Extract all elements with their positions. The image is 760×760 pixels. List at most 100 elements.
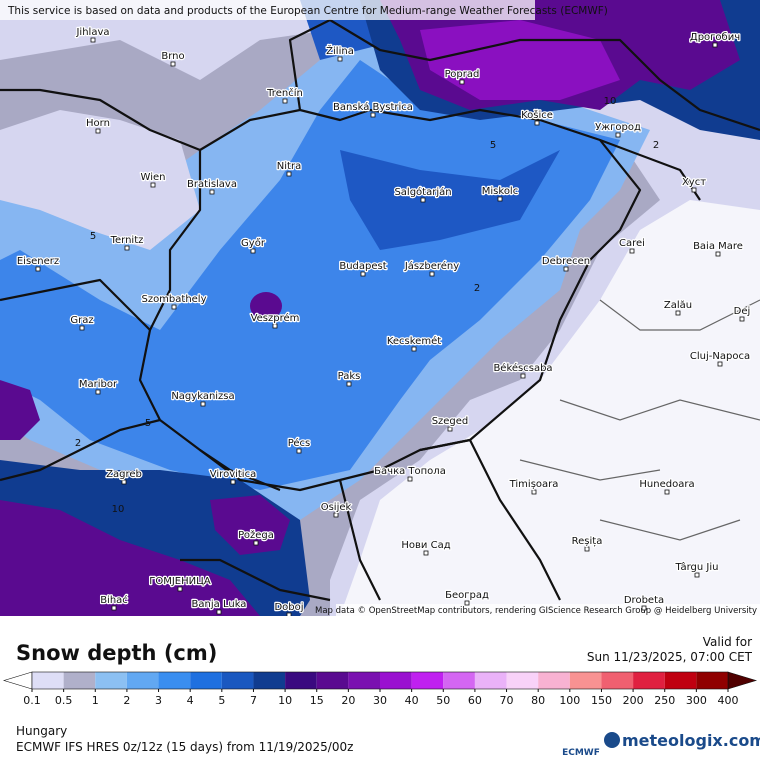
- colorbar-tick-label: 50: [436, 694, 450, 707]
- city-label: Trenčín: [266, 87, 303, 99]
- credit-bg: [0, 0, 535, 20]
- colorbar-segment: [126, 672, 159, 689]
- contour-label: 2: [474, 283, 480, 294]
- colorbar-tick-label: 200: [623, 694, 644, 707]
- colorbar-segment: [253, 672, 286, 689]
- city-marker: [464, 600, 470, 606]
- city-marker: [171, 304, 177, 310]
- city-label: Budapest: [339, 261, 386, 272]
- colorbar-tick-label: 5: [218, 694, 225, 707]
- city-marker: [272, 323, 278, 329]
- city-marker: [286, 612, 292, 616]
- colorbar-tick-label: 4: [187, 694, 194, 707]
- city-marker: [35, 266, 41, 272]
- ecmwf-logo: ECMWF: [562, 748, 600, 758]
- city-marker: [200, 401, 206, 407]
- region-name: Hungary: [16, 724, 67, 738]
- city-marker: [715, 251, 721, 257]
- city-label: Drobeta: [624, 595, 664, 606]
- colorbar-segment: [696, 672, 728, 689]
- city-marker: [717, 361, 723, 367]
- city-marker: [177, 586, 183, 592]
- city-marker: [121, 479, 127, 485]
- city-label: Békéscsaba: [493, 362, 552, 374]
- city-marker: [360, 271, 366, 277]
- city-label: Banja Luka: [192, 599, 247, 610]
- colorbar-segment: [95, 672, 127, 689]
- city-marker: [534, 120, 540, 126]
- city-marker: [429, 271, 435, 277]
- city-marker: [95, 389, 101, 395]
- city-marker: [691, 187, 697, 193]
- city-label: Graz: [70, 315, 93, 326]
- colorbar-segment: [538, 672, 570, 689]
- admin-lines: [519, 299, 760, 541]
- city-marker: [420, 197, 426, 203]
- city-label: Debrecen: [542, 256, 590, 267]
- colorbar-segment: [32, 672, 64, 689]
- city-label: Београд: [445, 590, 489, 601]
- city-label: Zalău: [664, 300, 692, 311]
- city-label: Нови Сад: [401, 540, 450, 551]
- country-border: [138, 108, 642, 492]
- colorbar-segment: [569, 672, 602, 689]
- city-marker: [423, 550, 429, 556]
- city-marker: [694, 572, 700, 578]
- city-label: Bratislava: [187, 179, 237, 190]
- city-marker: [296, 448, 302, 454]
- colorbar-segment: [633, 672, 665, 689]
- city-label: ГОМЈЕНИЦА: [149, 576, 211, 587]
- city-label: Doboj: [274, 602, 303, 613]
- city-marker: [282, 98, 288, 104]
- city-label: Maribor: [79, 379, 118, 390]
- colorbar-segment: [316, 672, 349, 689]
- colorbar-tick-label: 0.1: [23, 694, 41, 707]
- city-marker: [531, 489, 537, 495]
- region-purple-west: [0, 380, 40, 440]
- city-label: Hunedoara: [639, 479, 694, 490]
- colorbar-tick-label: 400: [718, 694, 739, 707]
- city-label: Timișoara: [509, 479, 559, 490]
- city-label: Miskolc: [482, 186, 518, 197]
- colorbar-segment: [474, 672, 507, 689]
- city-label: Jihlava: [75, 27, 109, 38]
- region-blue: [0, 60, 620, 490]
- city-label: Baia Mare: [693, 241, 743, 252]
- city-label: Žilina: [326, 44, 354, 57]
- colorbar: 0.1 0.5 1 2 3 4 5 7 10 15 20 30 40 50 60 70 80 100 150 200 2…: [2, 671, 758, 707]
- city-marker: [250, 248, 256, 254]
- city-label: Banská Bystrica: [333, 101, 413, 113]
- city-label: Cluj-Napoca: [690, 351, 750, 362]
- contour-label: 2: [653, 140, 659, 151]
- contour-label: 10: [112, 504, 125, 515]
- colorbar-tick-label: 2: [123, 694, 130, 707]
- colorbar-tick-label: 150: [591, 694, 612, 707]
- city-marker: [739, 316, 745, 322]
- city-label: Хуст: [682, 177, 706, 188]
- city-label: Ternitz: [110, 235, 144, 246]
- city-marker: [447, 426, 453, 432]
- colorbar-tick-label: 60: [468, 694, 482, 707]
- colorbar-tick-label: 3: [155, 694, 162, 707]
- city-label: Veszprém: [251, 312, 300, 324]
- region-lavender: [0, 110, 200, 250]
- colorbar-tick-label: 20: [341, 694, 355, 707]
- colorbar-segment: [411, 672, 444, 689]
- region-purple-pozega: [210, 495, 290, 555]
- city-marker: [675, 310, 681, 316]
- contour-label: 5: [90, 231, 96, 242]
- colorbar-segment: [285, 672, 317, 689]
- city-marker: [333, 512, 339, 518]
- city-label: Nitra: [277, 161, 301, 172]
- legend-title: Snow depth (cm): [16, 641, 217, 665]
- colorbar-segment: [190, 672, 222, 689]
- city-label: Szombathely: [141, 294, 206, 305]
- city-marker: [641, 605, 647, 611]
- city-label: Дрогобич: [690, 32, 740, 43]
- city-label: Paks: [338, 371, 361, 382]
- city-label: Osijek: [321, 502, 352, 513]
- colorbar-tick-label: 30: [373, 694, 387, 707]
- contour-label: 5: [145, 418, 151, 429]
- city-label: Horn: [86, 118, 110, 129]
- colorbar-segment: [506, 672, 539, 689]
